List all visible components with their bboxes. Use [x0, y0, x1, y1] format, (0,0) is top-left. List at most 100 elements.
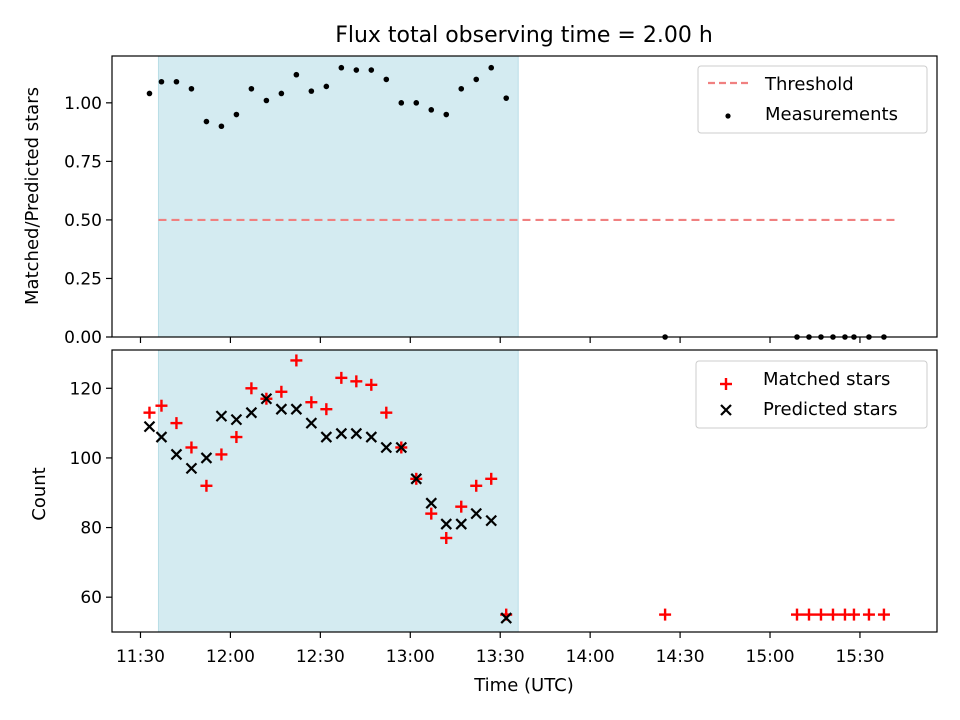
measurement-point — [443, 111, 450, 118]
matched-stars-point — [185, 441, 198, 454]
top-legend-box — [697, 65, 928, 134]
measurement-point — [323, 83, 330, 90]
matched-stars-point — [440, 532, 453, 544]
legend-measurements-swatch — [725, 113, 731, 119]
top-legend: Threshold Measurements — [697, 65, 928, 134]
measurement-point — [278, 90, 285, 97]
predicted-stars-point — [440, 518, 453, 530]
x-axis-label: Time (UTC) — [473, 675, 574, 696]
matched-stars-point — [791, 608, 804, 621]
predicted-stars-point — [455, 518, 468, 530]
measurement-point — [293, 71, 300, 78]
measurement-point — [308, 88, 315, 94]
measurement-point — [503, 95, 510, 101]
legend-measurements-label: Measurements — [765, 104, 898, 125]
matched-stars-point — [847, 608, 860, 621]
matched-stars-point — [659, 608, 672, 621]
legend-matched-swatch — [720, 378, 732, 390]
matched-stars-point — [470, 479, 483, 492]
predicted-stars-point — [410, 473, 423, 485]
measurement-point — [458, 85, 465, 92]
measurement-point — [158, 78, 165, 85]
matched-stars-point — [230, 431, 243, 444]
matched-stars-point — [200, 479, 213, 492]
matched-stars-point — [485, 472, 498, 485]
predicted-stars-point — [500, 612, 512, 624]
top-ytick-label: 0.50 — [64, 211, 102, 231]
bottom-ytick-label: 120 — [70, 379, 102, 399]
predicted-stars-point — [485, 514, 498, 527]
matched-stars-point — [155, 399, 168, 412]
measurement-point — [383, 76, 390, 83]
xtick-label: 13:30 — [476, 647, 525, 667]
predicted-stars-point — [275, 403, 288, 415]
measurement-point — [188, 85, 195, 92]
predicted-stars-point — [245, 406, 258, 419]
predicted-stars-point — [305, 417, 318, 429]
top-observing-span — [157, 55, 519, 338]
bottom-legend: Matched stars Predicted stars — [695, 360, 928, 429]
xtick-label: 14:00 — [566, 647, 615, 667]
xtick-label: 12:00 — [206, 647, 255, 667]
legend-predicted-swatch — [720, 404, 732, 416]
top-y-axis-label: Matched/Predicted stars — [22, 87, 43, 305]
predicted-stars-point — [200, 452, 213, 464]
legend-threshold-label: Threshold — [764, 74, 854, 95]
xtick-label: 11:30 — [116, 647, 165, 667]
measurement-point — [173, 78, 180, 85]
matched-stars-point — [365, 378, 378, 391]
measurement-point — [398, 100, 405, 106]
measurement-point — [203, 118, 210, 125]
top-plot-frame — [111, 55, 938, 338]
predicted-stars-point — [230, 413, 243, 426]
measurement-point — [428, 107, 435, 113]
matched-stars-point — [425, 507, 438, 520]
predicted-stars-point — [470, 507, 483, 520]
matched-stars-point — [320, 403, 333, 416]
predicted-stars-point — [380, 441, 393, 454]
bottom-ytick-label: 100 — [70, 449, 102, 469]
bottom-ytick-label: 60 — [80, 588, 102, 608]
top-ytick-label: 1.00 — [64, 94, 102, 114]
bottom-plot-frame — [111, 349, 938, 633]
matched-stars-point — [455, 500, 468, 513]
measurement-point — [263, 97, 270, 104]
matched-stars-point — [170, 417, 183, 430]
measurement-point — [368, 67, 375, 73]
legend-predicted-label: Predicted stars — [763, 399, 897, 420]
bottom-series-1 — [143, 392, 512, 624]
bottom-observing-span — [157, 349, 519, 633]
bottom-ytick-label: 80 — [80, 519, 102, 539]
matched-stars-point — [802, 608, 815, 621]
predicted-stars-point — [320, 431, 333, 443]
matched-stars-point — [335, 371, 348, 384]
xtick-label: 13:00 — [386, 647, 435, 667]
matched-stars-point — [275, 385, 288, 398]
xtick-label: 14:30 — [656, 647, 705, 667]
bottom-panel: 60 80 100 120 11:30 12:00 12:30 13:00 13:30 14:0… — [29, 349, 938, 696]
predicted-stars-point — [350, 427, 363, 440]
predicted-stars-point — [143, 420, 156, 433]
measurement-point — [146, 90, 153, 97]
predicted-stars-point — [425, 497, 438, 509]
matched-stars-point — [143, 406, 156, 419]
xtick-label: 12:30 — [296, 647, 345, 667]
measurement-point — [218, 123, 225, 130]
matched-stars-point — [245, 382, 258, 395]
top-ytick-label: 0.75 — [64, 152, 102, 172]
predicted-stars-point — [335, 427, 348, 440]
matched-stars-point — [814, 608, 827, 621]
predicted-stars-point — [290, 403, 303, 415]
xtick-label: 15:00 — [746, 647, 795, 667]
matched-stars-point — [380, 406, 393, 419]
matched-stars-point — [290, 354, 303, 367]
matched-stars-point — [862, 608, 875, 621]
predicted-stars-point — [155, 431, 168, 443]
measurement-point — [353, 67, 360, 73]
top-series-0 — [146, 64, 887, 340]
bottom-y-axis-label: Count — [29, 467, 50, 520]
top-ytick-label: 0.25 — [64, 269, 102, 289]
legend-matched-label: Matched stars — [763, 369, 890, 390]
measurement-point — [338, 64, 345, 71]
measurement-point — [488, 64, 495, 71]
